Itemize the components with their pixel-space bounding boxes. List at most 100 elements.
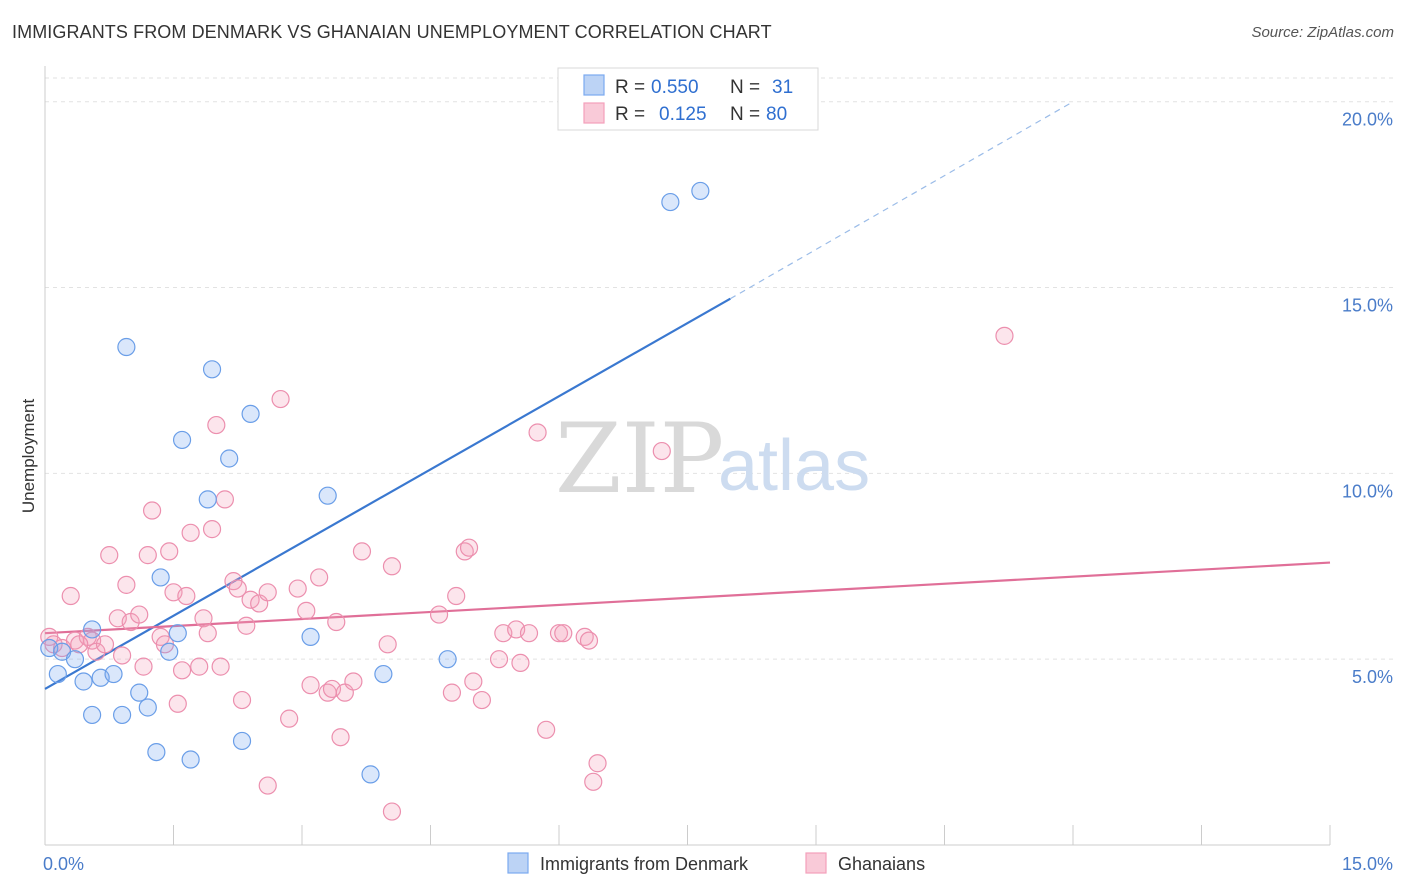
point-ghanaians (207, 415, 226, 435)
point-ghanaians (472, 690, 491, 710)
point-ghanaians (215, 490, 234, 509)
point-denmark (83, 705, 102, 725)
chart-title: IMMIGRANTS FROM DENMARK VS GHANAIAN UNEM… (12, 22, 772, 42)
point-denmark (438, 650, 457, 669)
point-ghanaians (382, 557, 402, 576)
point-denmark (160, 642, 179, 661)
legend-n-label: N = (730, 104, 760, 125)
point-denmark (138, 698, 157, 717)
bottom-legend-label-ghanaians: Ghanaians (838, 854, 925, 874)
point-denmark (232, 731, 252, 751)
legend-r-value: 0.550 (651, 77, 699, 98)
point-ghanaians (331, 728, 350, 747)
point-ghanaians (280, 709, 299, 728)
point-ghanaians (652, 441, 671, 461)
point-ghanaians (554, 624, 573, 643)
bottom-legend: Immigrants from Denmark Ghanaians (507, 852, 925, 874)
point-ghanaians (134, 657, 153, 676)
source-label: Source: ZipAtlas.com (1251, 24, 1394, 41)
point-ghanaians (352, 542, 372, 561)
point-ghanaians (459, 538, 479, 557)
watermark-zip: ZIP (555, 403, 724, 515)
trend-lines (44, 101, 1331, 690)
point-denmark (104, 664, 123, 684)
point-ghanaians (288, 579, 307, 598)
point-ghanaians (429, 605, 449, 624)
legend-r-value: 0.125 (659, 104, 707, 125)
trend-line-ghanaians (44, 561, 1331, 635)
point-ghanaians (301, 676, 320, 695)
point-ghanaians (138, 546, 157, 565)
point-ghanaians (190, 657, 209, 676)
bottom-legend-label-denmark: Immigrants from Denmark (540, 854, 749, 874)
watermark-atlas: atlas (718, 426, 870, 506)
point-ghanaians (528, 423, 547, 442)
watermark: ZIP atlas (555, 403, 870, 515)
bottom-legend-swatch-pink (805, 852, 827, 874)
y-axis-label: Unemployment (19, 399, 38, 514)
point-denmark (220, 449, 239, 468)
point-denmark (202, 360, 222, 379)
point-ghanaians (228, 579, 247, 598)
legend-n-value: 31 (772, 77, 793, 98)
point-denmark (361, 765, 380, 784)
x-tick-label: 0.0% (43, 854, 84, 874)
legend-n-label: N = (730, 77, 760, 98)
axes (44, 66, 1331, 846)
point-ghanaians (537, 720, 556, 739)
legend-box: R = 0.550 N = 31 R = 0.125 N = 80 (557, 67, 819, 131)
point-ghanaians (442, 683, 462, 702)
legend-swatch-blue (583, 74, 605, 96)
point-ghanaians (447, 586, 466, 606)
point-denmark (48, 664, 67, 684)
point-ghanaians (588, 754, 607, 773)
point-ghanaians (202, 520, 222, 539)
bottom-legend-swatch-blue (507, 852, 529, 874)
point-ghanaians (100, 546, 119, 565)
point-denmark (691, 181, 710, 201)
point-ghanaians (258, 776, 277, 795)
point-ghanaians (232, 690, 252, 710)
point-ghanaians (382, 802, 402, 821)
trend-line-denmark-extension (730, 101, 1074, 300)
point-ghanaians (344, 672, 363, 691)
point-denmark (65, 650, 85, 669)
point-ghanaians (271, 389, 290, 409)
legend-r-label: R = (615, 77, 645, 98)
point-ghanaians (117, 575, 136, 594)
point-ghanaians (258, 583, 277, 602)
point-ghanaians (584, 772, 603, 791)
point-denmark (198, 490, 217, 509)
point-ghanaians (177, 586, 196, 606)
point-ghanaians (61, 586, 80, 606)
point-denmark (74, 672, 93, 691)
point-ghanaians (181, 523, 200, 542)
point-ghanaians (160, 542, 179, 561)
point-denmark (301, 627, 320, 646)
grid-lines (45, 77, 1395, 660)
legend-n-value: 80 (766, 104, 787, 125)
point-denmark (181, 750, 200, 769)
point-ghanaians (130, 605, 149, 624)
point-denmark (374, 664, 393, 684)
trend-line-denmark (44, 297, 731, 690)
point-ghanaians (297, 601, 316, 620)
point-ghanaians (310, 568, 329, 587)
point-ghanaians (237, 616, 256, 635)
legend-swatch-pink (583, 102, 605, 124)
point-ghanaians (489, 650, 509, 669)
point-ghanaians (519, 624, 539, 643)
point-ghanaians (112, 646, 132, 665)
point-ghanaians (549, 624, 569, 643)
point-ghanaians (95, 635, 115, 654)
y-tick-label: 20.0% (1342, 110, 1393, 130)
point-ghanaians (211, 657, 230, 676)
point-ghanaians (142, 501, 162, 520)
y-tick-label: 15.0% (1342, 296, 1393, 316)
point-ghanaians (579, 631, 599, 650)
point-denmark (147, 742, 166, 762)
point-denmark (83, 620, 102, 639)
point-ghanaians (327, 612, 346, 632)
point-denmark (112, 705, 132, 725)
point-ghanaians (172, 661, 192, 680)
